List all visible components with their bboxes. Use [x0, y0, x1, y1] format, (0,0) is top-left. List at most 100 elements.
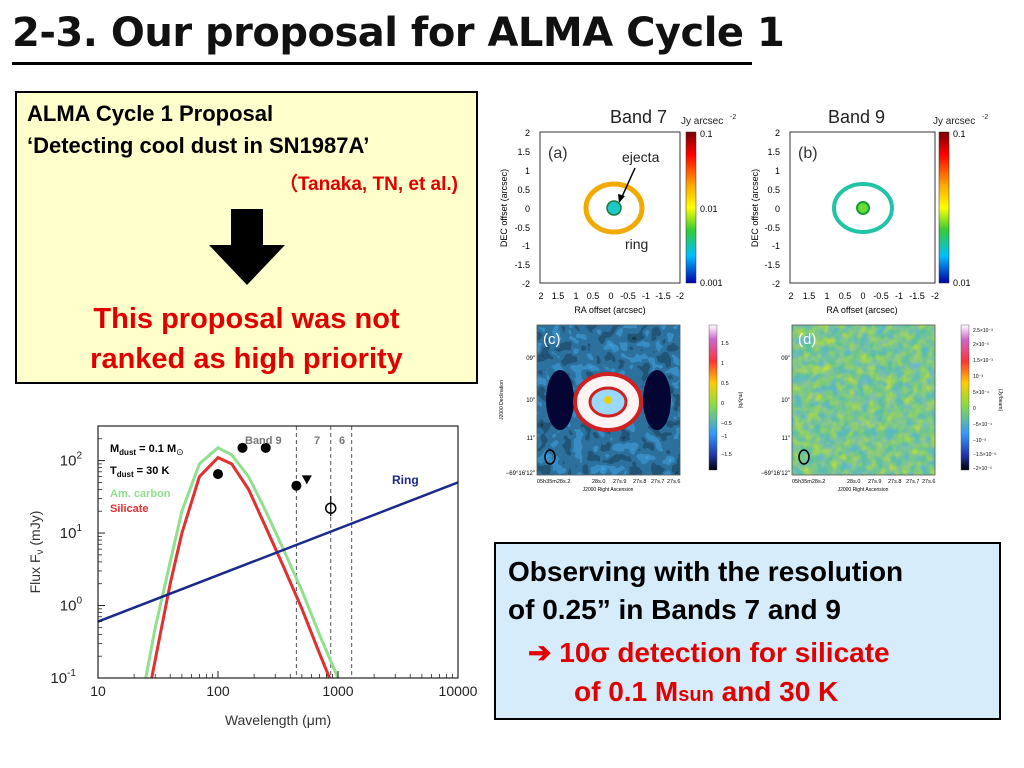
observing-line1: Observing with the resolution	[508, 556, 904, 587]
sim-c-xtick: 27s.9	[613, 479, 626, 485]
band7-ytick: -1.5	[514, 260, 530, 270]
band9-xtick: 1	[824, 291, 829, 301]
band9-ytick: -0.5	[764, 223, 780, 233]
title-underline	[12, 62, 752, 65]
sim-c-ylabel: J2000 Declination	[499, 380, 505, 420]
sim-c-cbar-tick: 1.5	[721, 341, 729, 347]
data-point	[260, 442, 271, 453]
y-tick-label: 100	[60, 596, 83, 615]
sim-d-image	[792, 325, 935, 475]
band7-xtick: 0	[608, 291, 613, 301]
sim-d-label: (d)	[798, 331, 816, 348]
band7-xtick: -2	[676, 291, 684, 301]
sim-d-cbar-tick: 10⁻³	[973, 374, 983, 380]
sim-c-ytick: 11"	[527, 436, 535, 442]
sim-c-cbar-tick: 0.5	[721, 381, 729, 387]
band9-yticks: 2 1.5 1 0.5 0 -0.5 -1 -1.5 -2	[764, 128, 780, 289]
mass-temp-line: of 0.1 Msun and 30 K	[574, 676, 839, 707]
sim-d-xtick: 27s.7	[906, 479, 919, 485]
band7-ytick: 0	[525, 204, 530, 214]
sim-d-cbar-tick: 2.5×10⁻³	[973, 328, 993, 334]
ejecta-pointer-icon	[618, 194, 625, 203]
band9-panel-label: (b)	[798, 145, 818, 162]
x-tick-label: 10000	[439, 683, 478, 699]
sim-d-cbar-tick: 2×10⁻³	[973, 342, 989, 348]
x-tick-label: 1000	[322, 683, 353, 699]
band7-label: 7	[314, 435, 320, 447]
sim-c-ytick: 10"	[526, 398, 535, 404]
band9-cbar-tick: 0.01	[953, 278, 971, 288]
carbon-curve	[144, 446, 340, 678]
sim-c-xtick: 05h35m28s.2	[537, 479, 570, 485]
sim-c-cbar-tick: −0.5	[721, 421, 732, 427]
y-tick-label: 102	[60, 451, 83, 470]
proposal-box: ALMA Cycle 1 Proposal ‘Detecting cool du…	[15, 91, 478, 384]
observing-box: Observing with the resolution of 0.25” i…	[494, 542, 1001, 720]
sim-d-cbar-tick: −5×10⁻⁴	[973, 422, 992, 428]
sim-c-image	[537, 325, 680, 475]
band7-ylabel: DEC offset (arcsec)	[499, 169, 509, 247]
sim-d-xlabel: J2000 Right Ascension	[838, 487, 889, 493]
band9-xlabel: RA offset (arcsec)	[826, 305, 897, 315]
band7-cbar-tick: 0.1	[700, 129, 713, 139]
band7-xtick: 1	[573, 291, 578, 301]
y-tick-label: 101	[60, 523, 83, 542]
sim-c-xtick: 27s.7	[651, 479, 664, 485]
sim-c-frame	[536, 324, 681, 476]
band7-cbar-tick: 0.01	[700, 204, 718, 214]
legend-silicate: Silicate	[110, 503, 149, 515]
silicate-curve	[150, 455, 331, 678]
band9-xtick: -1	[895, 291, 903, 301]
sim-d-cbar-tick: 0	[973, 406, 976, 412]
band9-xtick: 1.5	[803, 291, 816, 301]
band7-unit-exp: -2	[730, 114, 736, 121]
band9-ytick: -1	[772, 241, 780, 251]
band9-ytick: 1	[775, 166, 780, 176]
sim-c-xtick: 27s.6	[667, 479, 680, 485]
band7-xtick: 0.5	[587, 291, 600, 301]
band7-xlabel: RA offset (arcsec)	[574, 305, 645, 315]
band9-ytick: 1.5	[767, 147, 780, 157]
band9-colorbar	[938, 131, 950, 284]
band9-cbar-tick: 0.1	[953, 129, 966, 139]
upper-limit-marker	[301, 475, 312, 485]
band7-xtick: 1.5	[552, 291, 565, 301]
sim-d-cbar-tick: −1.5×10⁻³	[973, 452, 996, 458]
sim-d-ytick: 10"	[781, 398, 790, 404]
ejecta-pointer-line	[620, 167, 636, 200]
detection-line: ➔ 10σ detection for silicate	[528, 637, 890, 668]
band9-title: Band 9	[828, 107, 885, 127]
simulated-maps-figure: (c) 09" 10" 11" −69°16'12" J2000 Declina…	[499, 324, 1003, 493]
sim-c-cbar-tick: 0	[721, 401, 724, 407]
band7-colorbar	[685, 131, 697, 284]
sim-c-xtick: 28s.0	[592, 479, 605, 485]
band9-unit-exp: -2	[982, 114, 988, 121]
sim-d-cbar-tick: −10⁻³	[973, 438, 986, 444]
sed-xlabel: Wavelength (μm)	[225, 712, 331, 728]
band7-xtick: -0.5	[620, 291, 636, 301]
sim-c-ytick: −69°16'12"	[506, 471, 535, 477]
band7-xtick: -1.5	[655, 291, 671, 301]
band7-ytick: -1	[522, 241, 530, 251]
sim-c-xlabel: J2000 Right Ascension	[583, 487, 634, 493]
band9-label: Band 9	[245, 435, 282, 447]
sed-chart: 10 100 1000 10000 102 101 100 10-1 Mdust = 0.1 …	[27, 425, 478, 728]
proposal-result: This proposal was not ranked as high pri…	[17, 299, 476, 379]
band7-ring	[583, 181, 645, 235]
band7-title: Band 7	[610, 107, 667, 127]
band7-ytick: 0.5	[517, 185, 530, 195]
band9-xtick: -1.5	[909, 291, 925, 301]
x-tick-label: 10	[90, 683, 106, 699]
proposal-heading: ALMA Cycle 1 Proposal	[27, 101, 274, 126]
proposal-result-line1: This proposal was not	[93, 303, 400, 335]
band9-unit: Jy arcsec	[933, 116, 975, 127]
sim-d-xtick: 28s.0	[847, 479, 860, 485]
sim-d-xtick: 27s.9	[868, 479, 881, 485]
band7-yticks: 2 1.5 1 0.5 0 -0.5 -1 -1.5 -2	[514, 128, 530, 289]
down-arrow-icon	[209, 209, 285, 285]
band9-xtick: -0.5	[873, 291, 889, 301]
band9-ytick: 0.5	[767, 185, 780, 195]
sim-c-cbar-tick: −1	[721, 434, 727, 440]
band9-xtick: 0	[860, 291, 865, 301]
band9-ytick: -2	[772, 279, 780, 289]
